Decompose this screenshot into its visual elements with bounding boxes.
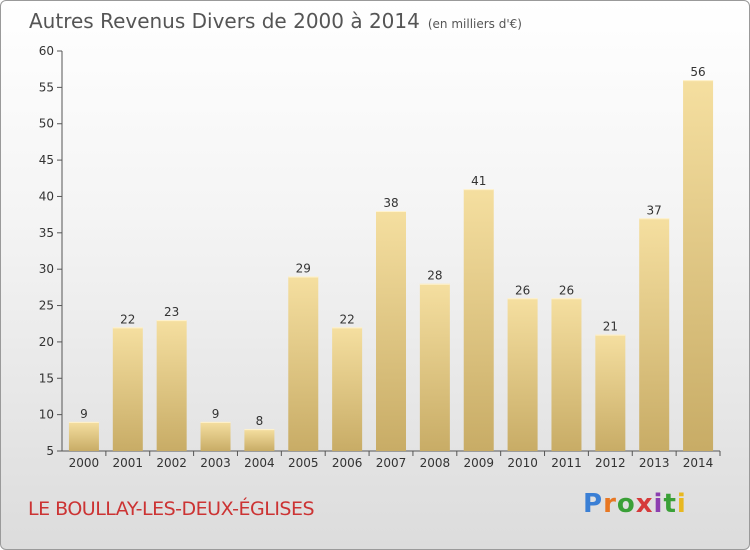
bar [156,320,187,451]
bar [68,421,99,451]
y-tick-label: 15 [39,371,54,385]
bar [288,276,319,451]
bar-value-label: 8 [256,414,264,428]
y-tick-label: 25 [39,299,54,313]
x-tick-label: 2011 [551,456,582,470]
x-tick-label: 2013 [639,456,670,470]
title-unit: (en milliers d'€) [427,17,522,31]
x-tick-label: 2004 [244,456,275,470]
y-tick-label: 40 [39,189,54,203]
title-main: Autres Revenus Divers de 2000 à 2014 [29,9,420,33]
bar [376,211,406,451]
bar [463,189,494,451]
x-tick-label: 2005 [288,456,319,470]
bar [419,283,450,451]
bar-value-label: 22 [120,312,135,326]
bar [639,218,670,451]
bar-value-label: 28 [427,269,442,283]
bar [332,327,363,451]
x-tick-label: 2009 [463,456,494,470]
x-tick-label: 2012 [595,456,626,470]
y-tick-label: 45 [39,153,54,167]
y-tick-label: 10 [39,408,54,422]
x-tick-label: 2008 [420,456,451,470]
y-tick-label: 5 [46,444,54,458]
bar [244,429,275,451]
y-tick-label: 60 [39,44,54,58]
bar [112,327,143,451]
bar [683,80,714,451]
bar [595,334,626,451]
bar-value-label: 23 [164,305,179,319]
y-tick-label: 50 [39,117,54,131]
x-tick-label: 2003 [200,456,231,470]
bar-value-label: 38 [383,196,398,210]
bar-value-label: 29 [296,261,311,275]
x-tick-label: 2007 [376,456,407,470]
y-tick-label: 35 [39,226,54,240]
bar-value-label: 26 [515,283,530,297]
commune-name: LE BOULLAY-LES-DEUX-ÉGLISES [28,498,315,520]
y-tick-label: 55 [39,80,54,94]
bar [507,298,538,451]
bar-value-label: 9 [80,407,88,421]
y-tick-label: 30 [39,262,54,276]
bar-value-label: 21 [603,320,618,334]
bar-value-label: 9 [212,407,220,421]
bar-value-label: 56 [690,65,705,79]
x-tick-label: 2000 [69,456,100,470]
x-tick-label: 2006 [332,456,363,470]
bar-value-label: 22 [339,312,354,326]
bar [551,298,582,451]
bar [200,421,231,451]
y-tick-label: 20 [39,335,54,349]
proxiti-logo: Proxiti [583,489,687,519]
x-tick-label: 2014 [683,456,714,470]
bar-value-label: 26 [559,283,574,297]
chart-title: Autres Revenus Divers de 2000 à 2014 (en … [29,9,522,33]
bar-chart: 5 10 15 20 25 30 35 40 45 50 55 60 2000 2001 2002 2003 2… [39,44,721,470]
bar-value-label: 41 [471,174,486,188]
x-tick-label: 2002 [156,456,187,470]
x-tick-label: 2010 [507,456,538,470]
bar-value-label: 37 [647,203,662,217]
x-tick-label: 2001 [113,456,144,470]
